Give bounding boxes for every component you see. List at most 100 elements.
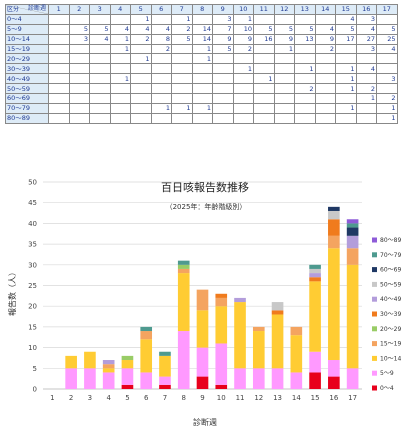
table-cell: 1 [355, 93, 377, 104]
table-cell [294, 13, 316, 25]
legend-label: 50～59 [380, 281, 401, 288]
table-cell [48, 53, 70, 65]
table-cell [273, 102, 295, 114]
table-cell: 1 [294, 63, 316, 75]
bar-segment [346, 223, 359, 228]
table-cell: 5 [212, 43, 234, 55]
table-cell [68, 102, 90, 114]
bar-segment [328, 235, 340, 249]
table-cell: 4 [314, 23, 336, 35]
x-tick-label: 2 [69, 394, 73, 402]
table-cell [48, 112, 70, 124]
table-cell [376, 53, 398, 65]
week-header-15: 15 [335, 4, 357, 15]
table-cell: 1 [335, 73, 357, 85]
table-cell: 4 [150, 23, 172, 35]
table-cell [335, 112, 357, 124]
table-row: 50～59 2 1 2 [5, 83, 398, 95]
bar-segment [177, 264, 190, 269]
table-corner: 診断週 区分 [5, 4, 49, 15]
table-cell: 1 [253, 73, 275, 85]
table-cell [232, 102, 254, 114]
table-cell [109, 93, 131, 104]
table-cell [171, 73, 193, 85]
week-header-2: 2 [68, 4, 90, 15]
table-cell [253, 93, 275, 104]
table-cell [171, 83, 193, 95]
table-cell: 9 [212, 33, 234, 45]
week-header-11: 11 [253, 4, 275, 15]
table-cell: 4 [109, 23, 131, 35]
table-cell: 17 [335, 33, 357, 45]
bar-segment [346, 368, 359, 389]
bar-segment [215, 384, 228, 389]
bar-segment [140, 331, 153, 340]
table-cell [253, 53, 275, 65]
table-row: 10～14 3 4 1 2 8 5 14 9 9 16 9 13 9 17 27 25 [5, 33, 398, 45]
table-cell [68, 43, 90, 55]
legend-swatch [372, 267, 377, 273]
table-cell [232, 83, 254, 95]
table-cell [48, 13, 70, 25]
bar-segment [309, 351, 321, 373]
legend-label: 5～9 [380, 370, 394, 377]
table-row: 40～49 1 1 1 3 [5, 73, 398, 85]
row-label: 70～79 [5, 102, 49, 114]
bar-segment [309, 277, 321, 282]
table-row: 5～9 5 5 4 4 4 2 14 7 10 5 5 5 4 5 4 5 [5, 23, 398, 35]
week-header-8: 8 [191, 4, 213, 15]
table-cell: 3 [212, 13, 234, 25]
bar-segment [234, 302, 246, 369]
legend-swatch [372, 326, 377, 332]
table-cell [355, 73, 377, 85]
bar-segment [196, 289, 209, 311]
week-header-12: 12 [273, 4, 295, 15]
table-cell: 13 [294, 33, 316, 45]
table-header-row: 診断週 区分 1 2 3 4 5 6 7 8 9 10 11 12 13 14 15 16 17 [5, 4, 398, 15]
legend-label: 40～49 [380, 296, 401, 303]
table-cell: 1 [232, 63, 254, 75]
bar-segment [346, 264, 359, 369]
table-cell [150, 83, 172, 95]
legend-label: 10～14 [380, 355, 401, 362]
table-cell [109, 53, 131, 65]
week-header-7: 7 [171, 4, 193, 15]
table-cell: 5 [89, 23, 111, 35]
table-cell [109, 83, 131, 95]
table-cell: 1 [335, 83, 357, 95]
table-cell [89, 93, 111, 104]
table-cell [212, 83, 234, 95]
table-cell [355, 112, 377, 124]
table-cell: 27 [355, 33, 377, 45]
bar-segment [290, 326, 303, 336]
table-cell: 1 [376, 102, 398, 114]
table-cell: 2 [130, 33, 152, 45]
table-cell: 1 [191, 53, 213, 65]
bar-segment [346, 227, 359, 236]
bar-segment [196, 310, 209, 348]
bar-segment [346, 219, 359, 224]
table-cell: 5 [273, 23, 295, 35]
bar-segment [309, 273, 321, 278]
table-cell [89, 63, 111, 75]
table-cell: 2 [314, 43, 336, 55]
bar-segment [234, 368, 246, 389]
table-cell: 14 [191, 33, 213, 45]
table-cell: 2 [232, 43, 254, 55]
bar-segment [328, 248, 340, 361]
week-header-10: 10 [232, 4, 254, 15]
table-cell [68, 63, 90, 75]
legend-label: 0～4 [380, 385, 394, 392]
table-cell [212, 102, 234, 114]
bar-segment [328, 206, 340, 211]
table-cell [89, 53, 111, 65]
bar-segment [215, 297, 228, 307]
table-cell [48, 63, 70, 75]
row-label: 15～19 [5, 43, 49, 55]
table-cell: 14 [191, 23, 213, 35]
bar-segment [121, 368, 134, 385]
bar-segment [102, 368, 115, 373]
table-cell [376, 83, 398, 95]
row-label: 80～89 [5, 112, 49, 124]
table-cell [89, 73, 111, 85]
